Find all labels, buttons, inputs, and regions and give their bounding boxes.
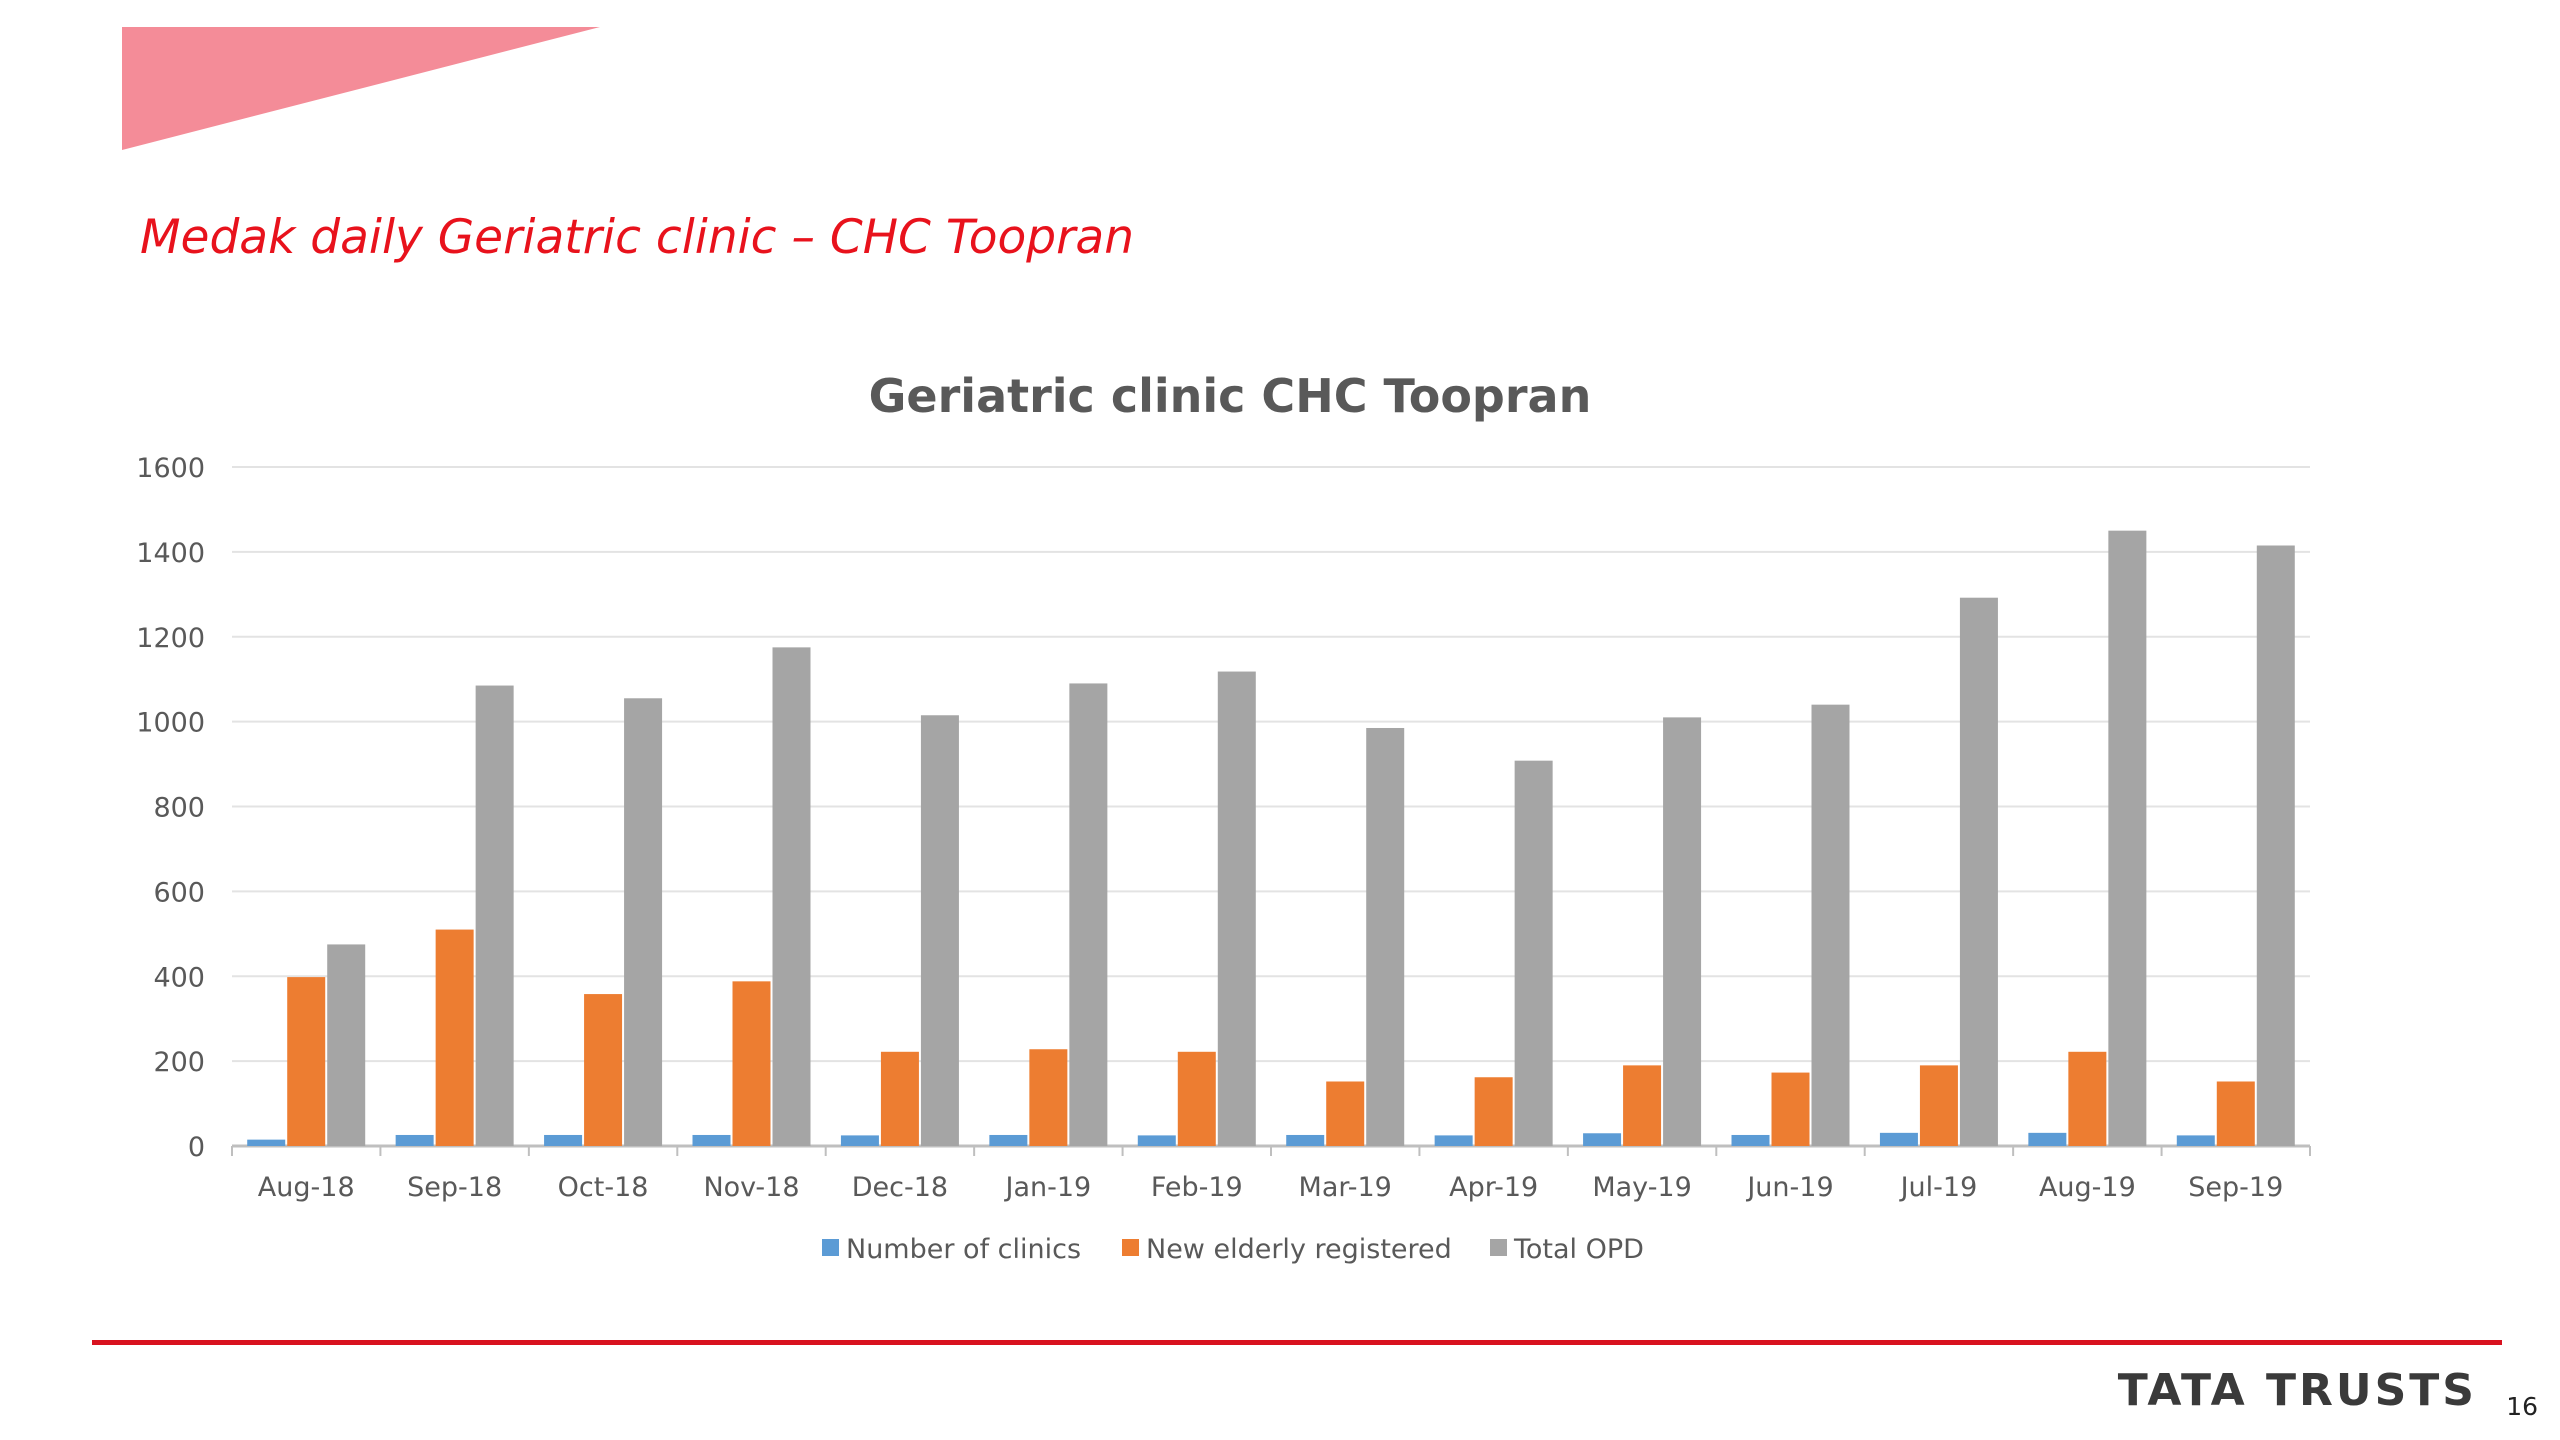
bar-total-opd-apr-19 <box>1514 760 1553 1146</box>
bar-number-of-clinics-jun-19 <box>1731 1134 1770 1146</box>
y-tick-label: 1000 <box>136 708 205 739</box>
bar-number-of-clinics-sep-18 <box>395 1134 434 1146</box>
bar-total-opd-feb-19 <box>1217 671 1256 1146</box>
bar-chart: Geriatric clinic CHC Toopran Aug-18 Sep-1… <box>136 369 2311 1265</box>
chart-title: Geriatric clinic CHC Toopran <box>869 369 1592 423</box>
bar-number-of-clinics-aug-18 <box>247 1139 286 1146</box>
legend-swatch <box>1490 1239 1507 1256</box>
bar-number-of-clinics-nov-18 <box>692 1134 731 1146</box>
bar-total-opd-mar-19 <box>1366 727 1405 1146</box>
legend-label: Total OPD <box>1513 1234 1644 1265</box>
y-tick-label: 1200 <box>136 623 205 654</box>
page-number: 16 <box>2506 1392 2538 1421</box>
bar-number-of-clinics-dec-18 <box>840 1135 879 1146</box>
bar-new-elderly-registered-jul-19 <box>1919 1065 1958 1146</box>
bar-new-elderly-registered-feb-19 <box>1177 1051 1216 1146</box>
bar-total-opd-jun-19 <box>1811 704 1850 1146</box>
x-tick-label: Sep-18 <box>407 1172 502 1203</box>
bar-total-opd-sep-19 <box>2256 545 2295 1146</box>
bar-new-elderly-registered-nov-18 <box>732 981 771 1146</box>
slide-title: Medak daily Geriatric clinic – CHC Toopr… <box>140 210 1134 265</box>
bar-total-opd-sep-18 <box>475 685 514 1146</box>
bar-number-of-clinics-jan-19 <box>989 1134 1028 1146</box>
x-tick-label: Jun-19 <box>1745 1172 1833 1203</box>
x-tick-label: Jul-19 <box>1899 1172 1978 1203</box>
bar-number-of-clinics-oct-18 <box>544 1134 583 1146</box>
legend-swatch <box>1122 1239 1139 1256</box>
tata-trusts-logo: TATA TRUSTS <box>2117 1365 2477 1416</box>
y-tick-label: 1400 <box>136 538 205 569</box>
legend-swatch <box>822 1239 839 1256</box>
y-tick-label: 600 <box>153 877 205 908</box>
x-tick-label: Oct-18 <box>558 1172 649 1203</box>
bar-new-elderly-registered-aug-18 <box>287 977 326 1146</box>
y-tick-label: 1600 <box>136 453 205 484</box>
bar-new-elderly-registered-aug-19 <box>2068 1051 2107 1146</box>
bar-new-elderly-registered-sep-19 <box>2216 1081 2255 1146</box>
bar-total-opd-aug-18 <box>327 944 366 1146</box>
bar-number-of-clinics-mar-19 <box>1286 1134 1325 1146</box>
bar-total-opd-jul-19 <box>1959 597 1998 1146</box>
x-tick-label: Sep-19 <box>2188 1172 2283 1203</box>
bar-number-of-clinics-apr-19 <box>1434 1135 1473 1146</box>
bar-new-elderly-registered-may-19 <box>1623 1065 1662 1146</box>
bar-total-opd-aug-19 <box>2108 530 2147 1146</box>
bar-new-elderly-registered-oct-18 <box>584 994 623 1146</box>
x-tick-label: Aug-19 <box>2039 1172 2136 1203</box>
bar-number-of-clinics-jul-19 <box>1879 1132 1918 1146</box>
bar-new-elderly-registered-dec-18 <box>880 1051 919 1146</box>
x-tick-label: Jan-19 <box>1003 1172 1091 1203</box>
x-tick-label: Mar-19 <box>1299 1172 1392 1203</box>
x-tick-label: Apr-19 <box>1449 1172 1538 1203</box>
y-tick-label: 0 <box>188 1132 205 1163</box>
y-tick-label: 200 <box>153 1047 205 1078</box>
bar-new-elderly-registered-apr-19 <box>1474 1077 1513 1146</box>
x-tick-label: Aug-18 <box>258 1172 355 1203</box>
x-tick-label: Feb-19 <box>1151 1172 1243 1203</box>
bar-total-opd-dec-18 <box>920 715 959 1146</box>
y-tick-label: 800 <box>153 793 205 824</box>
bar-new-elderly-registered-sep-18 <box>435 929 474 1146</box>
bar-new-elderly-registered-jan-19 <box>1029 1049 1068 1146</box>
x-tick-label: Nov-18 <box>703 1172 799 1203</box>
bar-total-opd-nov-18 <box>772 647 811 1146</box>
bar-new-elderly-registered-jun-19 <box>1771 1072 1810 1146</box>
bar-total-opd-jan-19 <box>1069 683 1108 1146</box>
decorative-wedge <box>122 27 600 150</box>
legend-label: Number of clinics <box>846 1234 1081 1265</box>
x-tick-label: May-19 <box>1592 1172 1691 1203</box>
footer-divider <box>92 1340 2502 1345</box>
y-tick-label: 400 <box>153 962 205 993</box>
legend-label: New elderly registered <box>1146 1234 1452 1265</box>
bar-number-of-clinics-may-19 <box>1583 1133 1622 1146</box>
bar-total-opd-oct-18 <box>624 698 663 1146</box>
bar-number-of-clinics-sep-19 <box>2176 1135 2215 1146</box>
bar-number-of-clinics-feb-19 <box>1137 1135 1176 1146</box>
bar-number-of-clinics-aug-19 <box>2028 1132 2067 1146</box>
bar-new-elderly-registered-mar-19 <box>1326 1081 1365 1146</box>
x-tick-label: Dec-18 <box>852 1172 948 1203</box>
bar-total-opd-may-19 <box>1663 717 1702 1146</box>
